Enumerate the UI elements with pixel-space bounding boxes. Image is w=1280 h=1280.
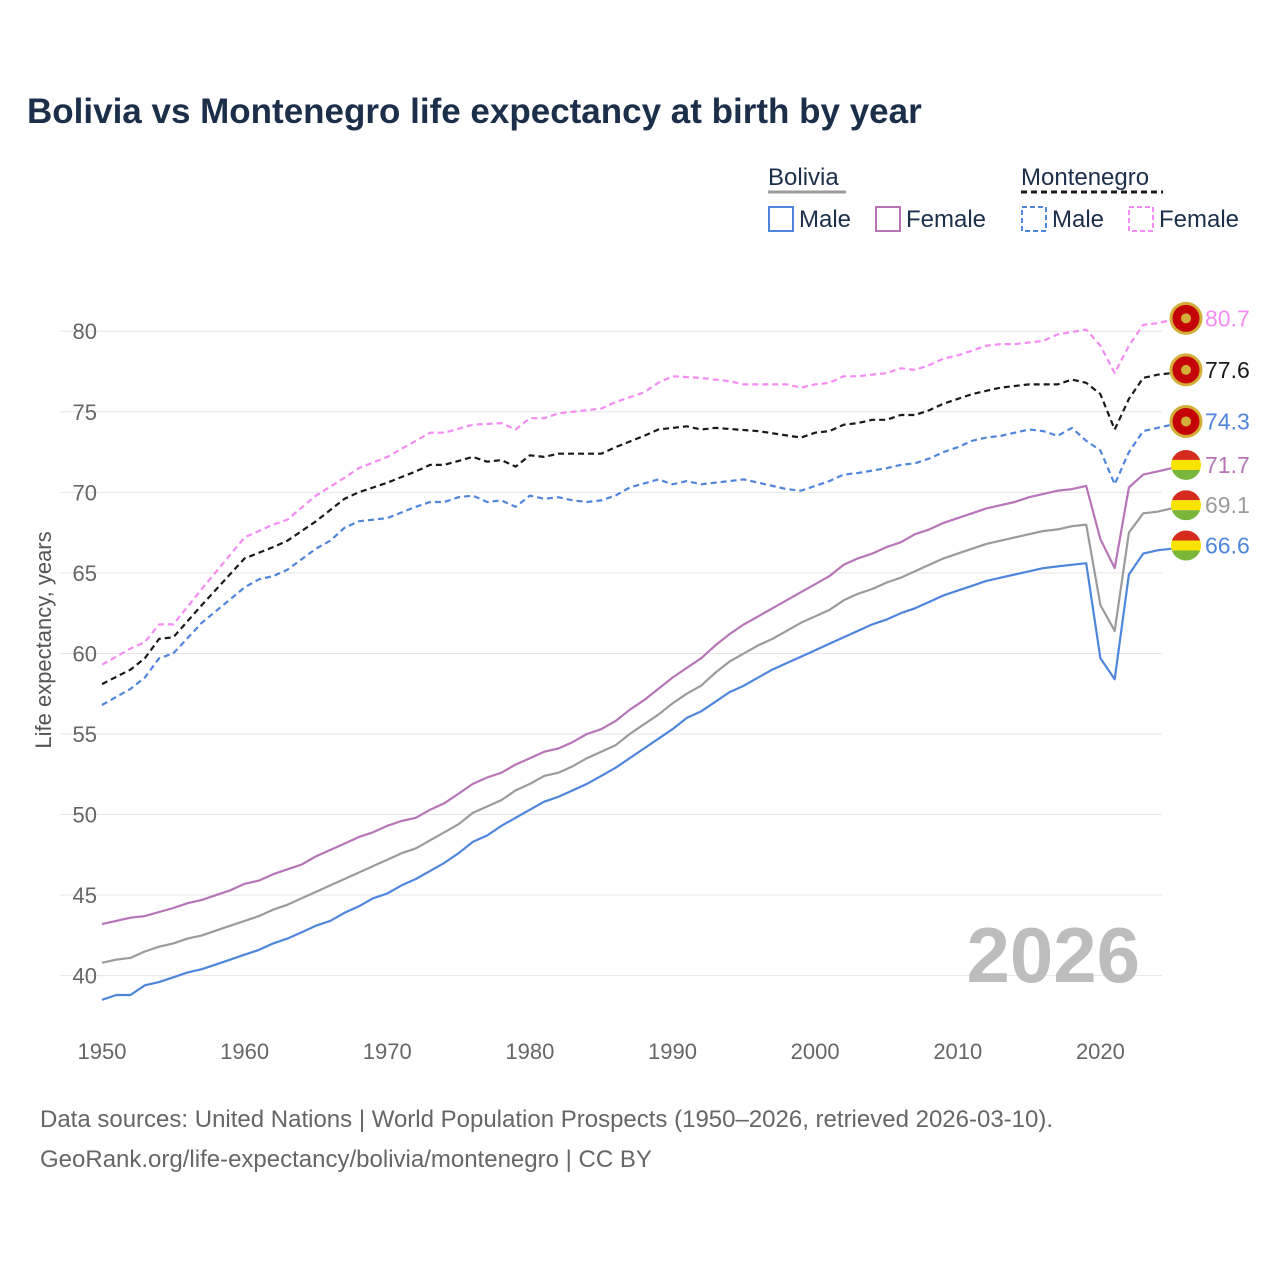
legend-bolivia-male-swatch <box>768 206 794 232</box>
flag-icon-montenegro <box>1169 404 1203 438</box>
x-tick-label: 2020 <box>1076 1039 1125 1064</box>
year-watermark: 2026 <box>966 911 1140 999</box>
series-line-bolivia-male <box>101 544 1187 1001</box>
y-tick-label: 40 <box>73 964 97 989</box>
x-tick-label: 1950 <box>78 1039 127 1064</box>
flag-bolivia-red <box>1171 490 1201 501</box>
legend-montenegro-female-label: Female <box>1159 206 1239 233</box>
x-tick-label: 1970 <box>363 1039 412 1064</box>
series-line-montenegro-female <box>101 317 1187 666</box>
series-line-montenegro-male <box>101 420 1187 706</box>
flag-bolivia-green <box>1171 469 1201 480</box>
end-label-bolivia-female: 71.7 <box>1205 452 1250 478</box>
series-line-bolivia-total <box>101 504 1187 964</box>
y-tick-label: 45 <box>73 883 97 908</box>
legend: Bolivia Male Female Montenegro Male Fema… <box>768 164 1239 233</box>
y-tick-label: 65 <box>73 561 97 586</box>
flag-bolivia-red <box>1171 449 1201 460</box>
x-tick-label: 2000 <box>791 1039 840 1064</box>
x-tick-label: 1990 <box>648 1039 697 1064</box>
y-tick-label: 80 <box>73 319 97 344</box>
legend-bolivia-female-swatch <box>875 206 901 232</box>
legend-bolivia-female-label: Female <box>906 206 986 233</box>
y-tick-label: 70 <box>73 480 97 505</box>
y-axis-label: Life expectancy, years <box>31 531 56 748</box>
x-tick-label: 1980 <box>505 1039 554 1064</box>
end-labels: 80.7 77.6 74.3 71.7 69.1 66.6 <box>1169 301 1250 561</box>
flag-icon-bolivia <box>1171 490 1201 521</box>
end-label-montenegro-male: 74.3 <box>1205 408 1250 434</box>
end-label-bolivia-male: 66.6 <box>1205 533 1250 559</box>
flag-montenegro-emblem <box>1181 364 1191 375</box>
x-axis-ticks: 1950 1960 1970 1980 1990 2000 2010 2020 <box>78 1039 1125 1064</box>
chart-title: Bolivia vs Montenegro life expectancy at… <box>27 92 922 131</box>
flag-montenegro-emblem <box>1181 416 1191 427</box>
end-label-montenegro-total: 77.6 <box>1205 357 1250 383</box>
end-label-bolivia-total: 69.1 <box>1205 492 1250 518</box>
series-lines <box>101 317 1187 1001</box>
flag-icon-montenegro <box>1169 353 1203 387</box>
flag-bolivia-green <box>1171 550 1201 561</box>
flag-bolivia-yellow <box>1171 540 1201 551</box>
legend-group-bolivia: Bolivia <box>768 164 839 191</box>
flag-icon-bolivia <box>1171 530 1201 561</box>
flag-bolivia-yellow <box>1171 500 1201 511</box>
legend-montenegro-male-swatch <box>1021 206 1047 232</box>
source-url: GeoRank.org/life-expectancy/bolivia/mont… <box>40 1146 652 1173</box>
y-tick-label: 55 <box>73 722 97 747</box>
end-label-montenegro-female: 80.7 <box>1205 305 1250 331</box>
flag-bolivia-green <box>1171 510 1201 521</box>
x-tick-label: 1960 <box>220 1039 269 1064</box>
legend-montenegro-female-swatch <box>1128 206 1154 232</box>
legend-bolivia-male-label: Male <box>799 206 851 233</box>
legend-montenegro-male-label: Male <box>1052 206 1104 233</box>
flag-bolivia-yellow <box>1171 459 1201 470</box>
y-tick-label: 75 <box>73 400 97 425</box>
series-line-bolivia-female <box>101 463 1187 926</box>
y-tick-label: 60 <box>73 641 97 666</box>
series-line-montenegro-total <box>101 368 1187 686</box>
flag-icon-montenegro <box>1169 301 1203 335</box>
gridlines <box>60 330 1162 977</box>
y-axis-ticks: 40 45 50 55 60 65 70 75 80 <box>73 319 97 988</box>
source-note: Data sources: United Nations | World Pop… <box>40 1106 1054 1133</box>
flag-bolivia-red <box>1171 530 1201 541</box>
flag-icon-bolivia <box>1171 449 1201 480</box>
y-tick-label: 50 <box>73 803 97 828</box>
flag-montenegro-emblem <box>1181 313 1191 324</box>
legend-group-montenegro: Montenegro <box>1021 164 1149 191</box>
x-tick-label: 2010 <box>933 1039 982 1064</box>
